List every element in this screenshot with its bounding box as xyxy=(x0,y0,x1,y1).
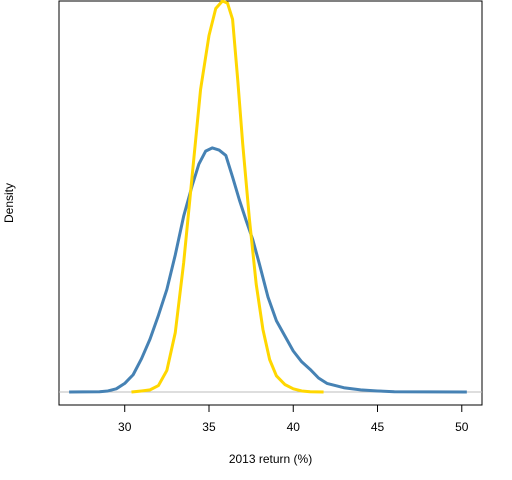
x-tick-label: 50 xyxy=(455,420,469,434)
plot-frame xyxy=(58,0,483,406)
x-tick-label: 35 xyxy=(202,420,216,434)
density-curve-1 xyxy=(69,146,467,394)
x-axis-label: 2013 return (%) xyxy=(229,452,312,466)
series-layer xyxy=(69,0,467,394)
density-curve-2 xyxy=(131,0,324,394)
x-tick-label: 30 xyxy=(118,420,132,434)
x-tick-label: 45 xyxy=(371,420,385,434)
y-axis-label: Density xyxy=(2,183,16,223)
x-axis: 30 35 40 45 50 xyxy=(118,404,469,434)
x-tick-label: 40 xyxy=(287,420,301,434)
